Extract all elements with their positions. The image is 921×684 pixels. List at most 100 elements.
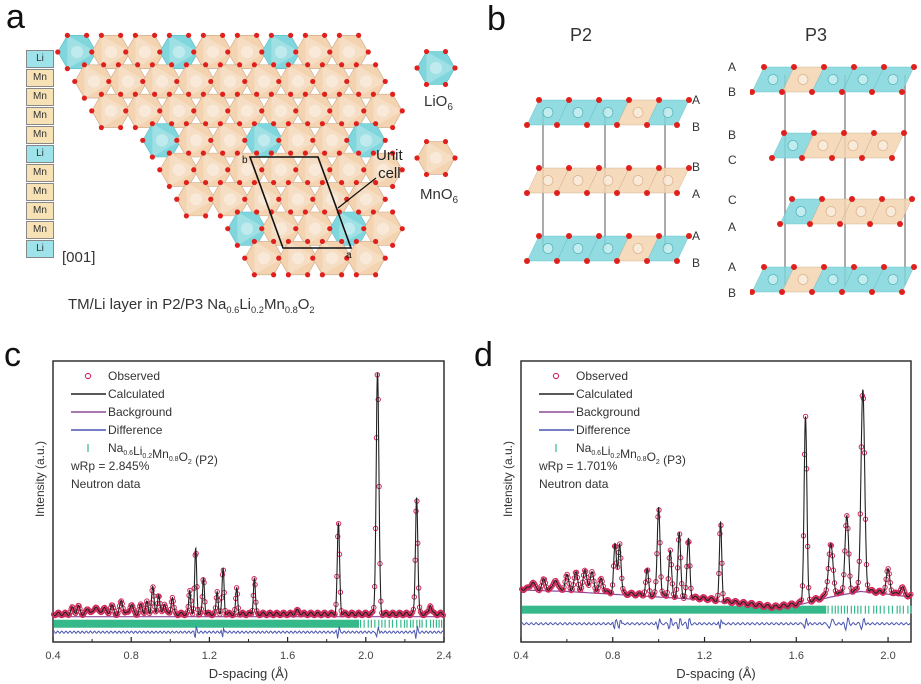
p3-layer-label-a: A: [728, 220, 736, 234]
oxygen-atom: [184, 121, 189, 126]
oxygen-atom: [191, 108, 196, 113]
oxygen-atom: [169, 62, 174, 67]
oxygen-atom: [400, 226, 405, 231]
p2-layer-label-a: A: [692, 187, 700, 201]
oxygen-atom: [271, 62, 276, 67]
metal-oxide-slab: [524, 233, 692, 264]
oxygen-atom: [310, 256, 315, 261]
oxygen-atom: [371, 92, 376, 97]
oxygen-atom: [337, 33, 342, 38]
oxygen-atom: [354, 180, 359, 185]
oxygen-atom: [337, 151, 342, 156]
oxygen-atom: [269, 151, 274, 156]
p2-layer-label-b: B: [692, 160, 700, 174]
oxygen-atom: [55, 49, 60, 54]
oxygen-atom: [82, 96, 87, 101]
oxygen-atom: [361, 226, 366, 231]
oxygen-atom: [424, 139, 429, 144]
oxygen-atom: [322, 209, 327, 214]
legend-label: Observed: [576, 369, 628, 383]
oxygen-atom: [225, 226, 230, 231]
oxygen-atom: [320, 272, 325, 277]
bragg-reflection-ticks: [54, 620, 442, 628]
chart-d-neutron-refinement-p3: 0.4 0.8 1.2 1.6 2.0D-spacing (Å)Intensity (a…: [470, 345, 921, 684]
oxygen-atom: [208, 79, 213, 84]
x-axis-label: D-spacing (Å): [209, 666, 288, 681]
oxygen-atom: [303, 209, 308, 214]
oxygen-atom: [373, 272, 378, 277]
oxygen-atom: [443, 139, 448, 144]
oxygen-atom: [186, 33, 191, 38]
oxygen-atom: [242, 197, 247, 202]
legend-label: Background: [108, 405, 172, 419]
metal-oxide-slab: [524, 165, 692, 196]
oxygen-atom: [383, 79, 388, 84]
oxygen-atom: [242, 138, 247, 143]
cell-vertex-a: a: [346, 250, 352, 261]
oxygen-atom: [99, 33, 104, 38]
oxygen-atom: [566, 165, 572, 171]
oxygen-atom: [157, 167, 162, 172]
oxygen-atom: [339, 62, 344, 67]
oxygen-atom: [174, 79, 179, 84]
oxygen-atom: [327, 226, 332, 231]
oxygen-atom: [443, 172, 448, 177]
oxygen-atom: [89, 49, 94, 54]
oxygen-atom: [881, 64, 887, 70]
oxygen-atom: [140, 138, 145, 143]
oxygen-atom: [118, 33, 123, 38]
oxygen-atom: [443, 82, 448, 87]
oxygen-atom: [554, 190, 560, 196]
p3-stacking-structure: [750, 55, 920, 305]
oxygen-atom: [293, 49, 298, 54]
caption-prefix: TM/Li layer in P2/P3: [68, 296, 207, 313]
oxygen-atom: [869, 89, 875, 95]
oxygen-atom: [536, 97, 542, 103]
p2-layer-label-b: B: [692, 256, 700, 270]
oxygen-atom: [879, 196, 885, 202]
oxygen-atom: [191, 167, 196, 172]
oxygen-atom: [225, 49, 230, 54]
stack-cell-li: Li: [26, 240, 54, 258]
oxygen-atom: [356, 151, 361, 156]
oxygen-atom: [414, 65, 419, 70]
oxygen-atom: [101, 62, 106, 67]
oxygen-atom: [596, 233, 602, 239]
oxygen-atom: [123, 108, 128, 113]
x-tick-label: 0.4: [45, 650, 60, 662]
stack-cell-mn: Mn: [26, 221, 54, 239]
oxygen-atom: [761, 264, 767, 270]
oxygen-atom: [305, 121, 310, 126]
oxygen-atom: [424, 172, 429, 177]
oxygen-atom: [201, 92, 206, 97]
oxygen-atom: [293, 167, 298, 172]
legend-label: Calculated: [108, 387, 165, 401]
oxygen-atom: [254, 209, 259, 214]
oxygen-atom: [536, 233, 542, 239]
stacking-sequence-column: Li Mn Mn Mn Mn Li Mn Mn Mn Mn Li: [26, 50, 54, 259]
oxygen-atom: [322, 33, 327, 38]
oxygen-atom: [259, 49, 264, 54]
oxygen-atom: [851, 264, 857, 270]
oxygen-atom: [452, 65, 457, 70]
reflection-tick-band: [54, 620, 359, 628]
plot-frame: [53, 361, 444, 642]
oxygen-atom: [218, 121, 223, 126]
oxygen-atom: [626, 233, 632, 239]
difference-curve: [53, 626, 443, 639]
oxygen-atom: [242, 79, 247, 84]
oxygen-atom: [208, 197, 213, 202]
stack-cell-mn: Mn: [26, 164, 54, 182]
legend-observed-marker: [85, 373, 90, 378]
oxygen-atom: [390, 184, 395, 189]
oxygen-atom: [383, 256, 388, 261]
oxygen-atom: [118, 125, 123, 130]
oxygen-atom: [208, 138, 213, 143]
oxygen-atom: [203, 121, 208, 126]
oxygen-atom: [133, 33, 138, 38]
p3-title: P3: [805, 25, 827, 46]
x-tick-label: 2.4: [436, 650, 451, 662]
x-tick-label: 1.2: [697, 650, 712, 662]
oxygen-atom: [390, 209, 395, 214]
oxygen-atom: [157, 108, 162, 113]
